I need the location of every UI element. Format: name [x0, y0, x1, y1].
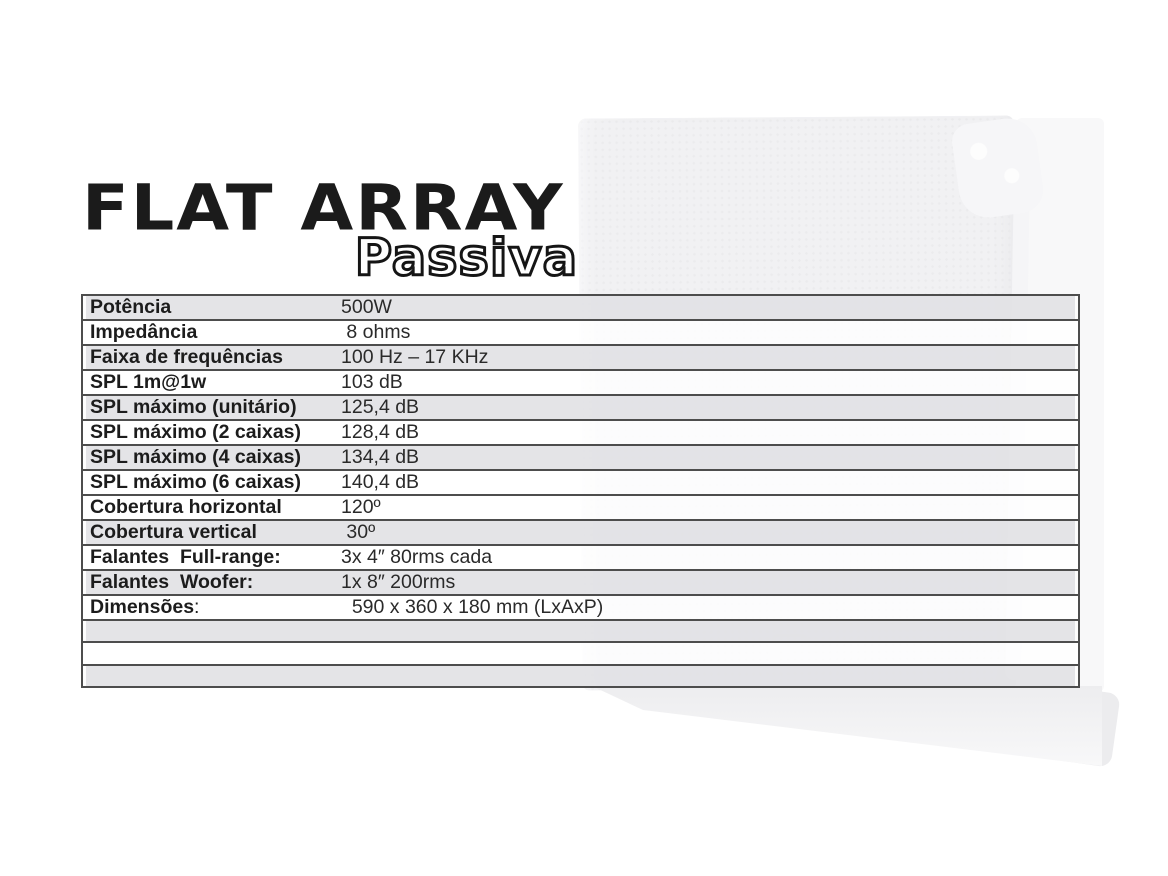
- spec-label-cell: SPL máximo (unitário): [83, 396, 341, 419]
- spec-value: 134,4 dB: [341, 446, 420, 468]
- spec-label-cell: Potência: [83, 296, 341, 319]
- speaker-rigging-bracket-top: [949, 114, 1047, 222]
- spec-label: Falantes Full-range:: [90, 546, 281, 568]
- spec-label-cell: Faixa de frequências: [83, 346, 341, 369]
- spec-label-cell: SPL máximo (2 caixas): [83, 421, 341, 444]
- spec-row: SPL máximo (4 caixas) 134,4 dB: [83, 444, 1078, 469]
- spec-value: 3x 4″ 80rms cada: [341, 546, 493, 568]
- spec-label: SPL máximo (4 caixas): [90, 446, 301, 468]
- spec-row: Cobertura horizontal 120º: [83, 494, 1078, 519]
- spec-row: SPL 1m@1w 103 dB: [83, 369, 1078, 394]
- spec-label-cell: SPL 1m@1w: [83, 371, 341, 394]
- spec-label: Faixa de frequências: [90, 346, 283, 368]
- spec-value: 590 x 360 x 180 mm (LxAxP): [341, 596, 604, 618]
- spec-label: SPL 1m@1w: [90, 371, 207, 393]
- spec-row: Cobertura vertical 30º: [83, 519, 1078, 544]
- spec-row: Falantes Woofer: 1x 8″ 200rms: [83, 569, 1078, 594]
- spec-value: 128,4 dB: [341, 421, 420, 443]
- spec-label-cell: Dimensões:: [83, 596, 341, 619]
- spec-label-cell: SPL máximo (4 caixas): [83, 446, 341, 469]
- spec-label-cell: Cobertura horizontal: [83, 496, 341, 519]
- page-title: FLAT ARRAY: [82, 171, 565, 245]
- spec-row: [83, 619, 1078, 642]
- spec-label: SPL máximo (2 caixas): [90, 421, 301, 443]
- spec-value: 140,4 dB: [341, 471, 420, 493]
- spec-value: 8 ohms: [341, 321, 411, 343]
- spec-value: 120º: [341, 496, 381, 518]
- spec-row: [83, 663, 1078, 686]
- spec-row: Faixa de frequências 100 Hz – 17 KHz: [83, 344, 1078, 369]
- spec-value: 100 Hz – 17 KHz: [341, 346, 489, 368]
- spec-label-cell: Cobertura vertical: [83, 521, 341, 544]
- spec-value: 30º: [341, 521, 376, 543]
- spec-value: 1x 8″ 200rms: [341, 571, 456, 593]
- spec-label: Falantes Woofer:: [90, 571, 254, 593]
- spec-row: [83, 641, 1078, 664]
- page-subtitle: Passiva: [353, 229, 578, 288]
- spec-value: 103 dB: [341, 371, 403, 393]
- speaker-cabinet-bottom: [592, 686, 1102, 766]
- spec-row: Potência 500W: [83, 296, 1078, 319]
- spec-label: Dimensões: [90, 596, 195, 618]
- spec-row: SPL máximo (6 caixas) 140,4 dB: [83, 469, 1078, 494]
- spec-label: Impedância: [90, 321, 198, 343]
- spec-label: Potência: [90, 296, 172, 318]
- spec-row: Dimensões: 590 x 360 x 180 mm (LxAxP): [83, 594, 1078, 619]
- spec-row: Impedância 8 ohms: [83, 319, 1078, 344]
- spec-label-cell: Falantes Woofer:: [83, 571, 341, 594]
- spec-row: Falantes Full-range: 3x 4″ 80rms cada: [83, 544, 1078, 569]
- spec-label-cell: SPL máximo (6 caixas): [83, 471, 341, 494]
- spec-label-suffix: :: [194, 596, 200, 618]
- spec-label: Cobertura vertical: [90, 521, 257, 543]
- spec-row: SPL máximo (2 caixas) 128,4 dB: [83, 419, 1078, 444]
- spec-label-cell: Impedância: [83, 321, 341, 344]
- spec-label-cell: Falantes Full-range:: [83, 546, 341, 569]
- spec-label: Cobertura horizontal: [90, 496, 282, 518]
- spec-value: 500W: [341, 296, 392, 318]
- spec-value: 125,4 dB: [341, 396, 420, 418]
- spec-label: SPL máximo (6 caixas): [90, 471, 301, 493]
- spec-label: SPL máximo (unitário): [90, 396, 297, 418]
- spec-table: Potência 500W Impedância 8 ohms Faixa de…: [81, 294, 1080, 688]
- spec-row: SPL máximo (unitário) 125,4 dB: [83, 394, 1078, 419]
